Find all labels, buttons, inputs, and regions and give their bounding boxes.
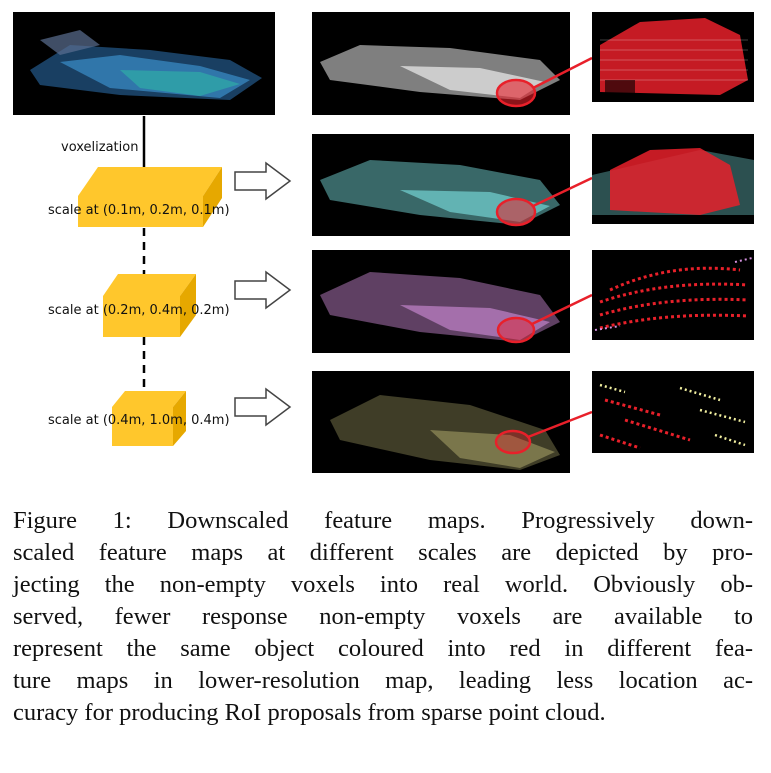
- figure-graphic: voxelization: [13, 12, 754, 473]
- figure-caption: Figure 1: Downscaled feature maps. Progr…: [13, 505, 753, 729]
- scale-label-3: scale at (0.4m, 1.0m, 0.4m): [48, 413, 230, 428]
- feature-map-olive: [312, 371, 570, 473]
- feature-map-cyan: [312, 134, 570, 236]
- caption-line: scaled feature maps at different scales …: [13, 539, 753, 566]
- scale-label-1: scale at (0.1m, 0.2m, 0.1m): [48, 203, 230, 218]
- arrow-right-icon: [234, 161, 292, 201]
- voxelization-label: voxelization: [61, 140, 138, 155]
- zoom-inset-1: [592, 12, 754, 102]
- voxel-box-2: [103, 274, 196, 337]
- scale-label-2: scale at (0.2m, 0.4m, 0.2m): [48, 303, 230, 318]
- feature-map-purple: [312, 250, 570, 353]
- zoom-inset-3: [592, 250, 754, 340]
- caption-line: ture maps in lower-resolution map, leadi…: [13, 667, 753, 694]
- caption-line: jecting the non-empty voxels into real w…: [13, 571, 753, 598]
- arrow-right-icon: [234, 270, 292, 310]
- caption-line: Figure 1: Downscaled feature maps. Progr…: [13, 507, 753, 534]
- arrow-right-icon: [234, 387, 292, 427]
- caption-line: served, fewer response non-empty voxels …: [13, 603, 753, 630]
- caption-line: curacy for producing RoI proposals from …: [13, 699, 606, 726]
- feature-map-white: [312, 12, 570, 115]
- input-point-cloud: [13, 12, 275, 115]
- caption-line: represent the same object coloured into …: [13, 635, 753, 662]
- figure: voxelization: [13, 12, 754, 473]
- zoom-inset-2: [592, 134, 754, 224]
- zoom-inset-4: [592, 371, 754, 453]
- voxel-box-1: [78, 167, 222, 227]
- voxel-box-3: [112, 391, 186, 446]
